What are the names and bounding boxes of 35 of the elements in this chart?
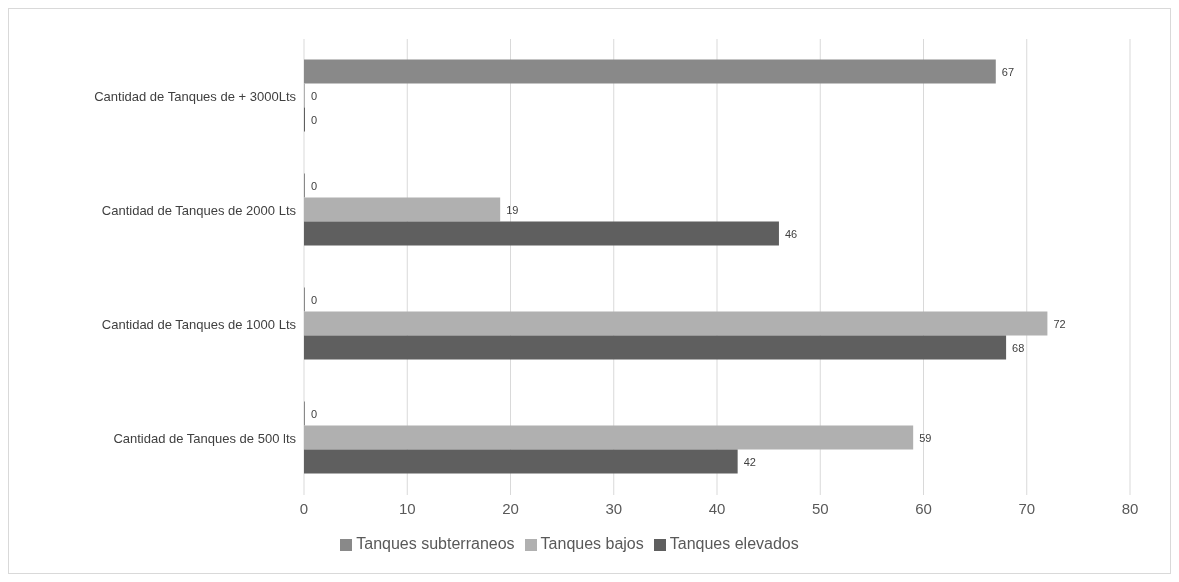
y-tick-label: Cantidad de Tanques de 500 lts [113,430,297,446]
bar [304,197,501,222]
x-tick-label: 30 [605,499,623,517]
bar [304,425,914,450]
data-label: 46 [784,227,798,240]
x-tick-label: 0 [299,499,309,517]
bar [304,335,1007,360]
bar [304,449,738,474]
data-label: 59 [919,431,932,444]
y-tick-label: Cantidad de Tanques de + 3000Lts [94,88,297,104]
x-tick-label: 50 [811,499,829,517]
bar [304,59,996,84]
x-tick-label: 60 [915,499,932,517]
data-label: 0 [311,113,318,126]
data-label: 19 [506,203,519,216]
x-tick-label: 80 [1121,499,1139,517]
x-tick-label: 20 [502,499,519,517]
data-label: 67 [1001,65,1015,78]
legend-label: Tanques bajos [540,535,644,552]
x-tick-label: 40 [708,499,726,517]
data-label: 0 [311,179,318,192]
legend-label: Tanques subterraneos [356,535,515,552]
y-tick-label: Cantidad de Tanques de 1000 Lts [101,316,297,332]
data-label: 68 [1012,341,1025,354]
data-label: 0 [311,89,318,102]
legend-label: Tanques elevados [669,535,799,552]
y-tick-label: Cantidad de Tanques de 2000 Lts [101,202,297,218]
data-label: 0 [311,293,318,306]
x-tick-label: 10 [398,499,416,517]
data-label: 42 [743,455,756,468]
data-label: 0 [311,407,318,420]
x-tick-label: 70 [1018,499,1036,517]
data-label: 72 [1053,317,1066,330]
bar [304,311,1048,336]
bar [304,221,779,246]
